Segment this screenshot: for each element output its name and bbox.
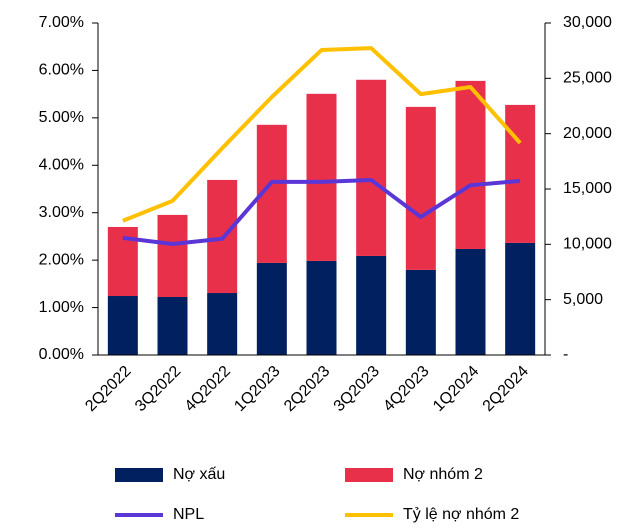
y2-tick-label: - bbox=[563, 346, 568, 363]
y2-tick-label: 30,000 bbox=[563, 14, 612, 31]
legend-label: NPL bbox=[173, 506, 204, 523]
bar bbox=[157, 297, 188, 355]
legend-swatch bbox=[345, 468, 393, 482]
y2-tick-label: 15,000 bbox=[563, 180, 612, 197]
y2-tick-label: 20,000 bbox=[563, 125, 612, 142]
x-tick-label: 1Q2024 bbox=[430, 363, 482, 415]
x-tick-label: 2Q2024 bbox=[480, 363, 532, 415]
legend-label: Nợ xấu bbox=[173, 466, 225, 483]
y-tick-label: 2.00% bbox=[39, 251, 84, 268]
y2-tick-label: 10,000 bbox=[563, 236, 612, 253]
x-tick-label: 4Q2022 bbox=[182, 363, 234, 415]
y2-tick-label: 25,000 bbox=[563, 70, 612, 87]
x-tick-label: 2Q2022 bbox=[82, 363, 134, 415]
y2-tick-label: 5,000 bbox=[563, 291, 603, 308]
y-tick-label: 1.00% bbox=[39, 299, 84, 316]
legend-label: Nợ nhóm 2 bbox=[403, 466, 483, 483]
bar bbox=[157, 214, 188, 298]
y-tick-label: 7.00% bbox=[39, 14, 84, 31]
line bbox=[122, 177, 521, 247]
y-tick-label: 5.00% bbox=[39, 109, 84, 126]
line bbox=[122, 46, 522, 223]
y-tick-label: 6.00% bbox=[39, 62, 84, 79]
bar bbox=[207, 293, 238, 355]
legend-swatch bbox=[115, 468, 163, 482]
x-tick-label: 3Q2023 bbox=[331, 363, 383, 415]
bar bbox=[356, 255, 387, 355]
legend-label: Tỷ lệ nợ nhóm 2 bbox=[403, 506, 519, 523]
x-tick-label: 1Q2023 bbox=[231, 363, 283, 415]
bar bbox=[405, 269, 436, 355]
bar bbox=[256, 262, 287, 355]
y-tick-label: 0.00% bbox=[39, 346, 84, 363]
y-tick-label: 3.00% bbox=[39, 204, 84, 221]
bar bbox=[107, 296, 138, 355]
bar bbox=[356, 79, 387, 256]
bar bbox=[505, 104, 536, 243]
x-tick-label: 4Q2023 bbox=[380, 363, 432, 415]
bar bbox=[455, 80, 486, 249]
x-tick-label: 3Q2022 bbox=[132, 363, 184, 415]
bar bbox=[306, 93, 337, 261]
bar bbox=[455, 248, 486, 355]
bar bbox=[306, 260, 337, 355]
bar bbox=[405, 106, 436, 270]
bar bbox=[505, 242, 536, 355]
x-tick-label: 2Q2023 bbox=[281, 363, 333, 415]
y-tick-label: 4.00% bbox=[39, 157, 84, 174]
